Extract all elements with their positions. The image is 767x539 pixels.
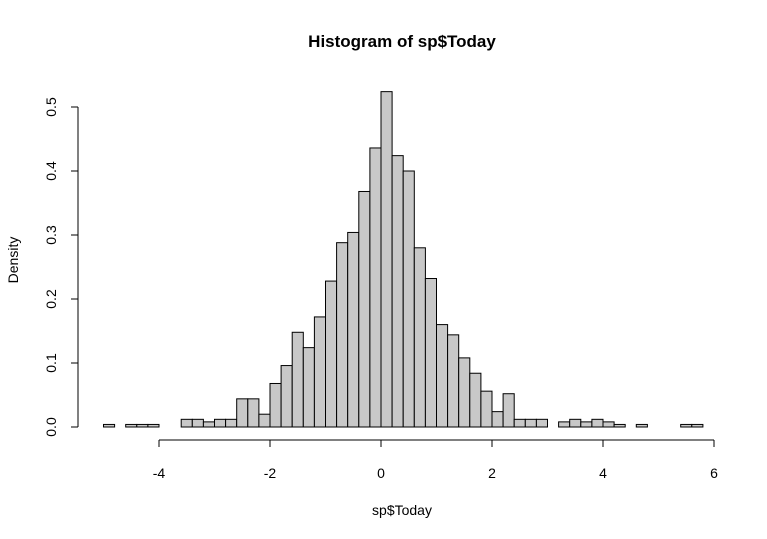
chart-title: Histogram of sp$Today [308, 32, 496, 51]
histogram-bar [691, 423, 704, 428]
histogram-bar [214, 418, 227, 428]
histogram-bar [469, 372, 482, 428]
histogram-bar [125, 423, 138, 428]
histogram-bar [502, 393, 515, 428]
histogram-bar [424, 278, 437, 428]
histogram-bar [591, 418, 604, 428]
histogram-bar [347, 231, 360, 428]
histogram-bar [236, 398, 249, 428]
x-tick-label: -2 [264, 465, 277, 481]
histogram-bar [580, 421, 593, 428]
histogram-bar [613, 423, 626, 428]
histogram-bar [202, 421, 215, 428]
histogram-bar [358, 190, 371, 428]
y-axis-label: Density [5, 237, 21, 284]
y-axis: 0.0 0.1 0.2 0.3 0.4 0.5 [43, 97, 79, 437]
histogram-bar [635, 423, 648, 428]
histogram-bar [480, 390, 493, 428]
x-tick-label: 4 [599, 465, 607, 481]
histogram-bar [380, 91, 393, 428]
y-tick-label: 0.3 [43, 225, 59, 245]
histogram-bar [136, 423, 149, 428]
histogram-bar [491, 411, 504, 428]
y-tick-label: 0.5 [43, 97, 59, 117]
histogram-bar [602, 421, 615, 428]
x-tick-label: 0 [377, 465, 385, 481]
histogram-bar [225, 418, 238, 428]
x-tick-label: 2 [488, 465, 496, 481]
histogram-bar [325, 280, 338, 428]
histogram-bar [436, 324, 449, 428]
histogram-bar [558, 421, 571, 428]
histogram-bar [535, 418, 549, 428]
histogram-bar [291, 331, 304, 428]
histogram-bar [524, 418, 537, 428]
histogram-bar [313, 316, 326, 428]
y-tick-label: 0.2 [43, 289, 59, 309]
x-tick-label: -4 [153, 465, 166, 481]
histogram-bar [402, 170, 415, 428]
histogram-bar [258, 413, 271, 428]
x-axis: -4 -2 0 2 4 6 [153, 439, 718, 481]
histogram-bar [369, 147, 382, 428]
y-tick-label: 0.4 [43, 161, 59, 181]
histogram-bar [269, 382, 282, 428]
x-tick-label: 6 [710, 465, 718, 481]
y-tick-label: 0.1 [43, 353, 59, 373]
histogram-bar [302, 347, 315, 428]
histogram-bar [280, 365, 293, 428]
histogram-bar [103, 423, 116, 428]
y-tick-label: 0.0 [43, 417, 59, 437]
histogram-bar [391, 155, 404, 428]
histogram-bar [513, 418, 526, 428]
histogram-bar [569, 418, 582, 428]
histogram-bar [191, 418, 204, 428]
bars-group [103, 91, 704, 428]
histogram-bar [147, 423, 160, 428]
histogram-bar [247, 398, 260, 428]
histogram-bar [680, 423, 693, 428]
histogram-bar [413, 247, 426, 428]
histogram-bar [458, 357, 471, 428]
x-axis-label: sp$Today [372, 502, 432, 518]
histogram-bar [447, 334, 460, 428]
histogram-bar [336, 242, 349, 428]
histogram-bar [180, 418, 193, 428]
